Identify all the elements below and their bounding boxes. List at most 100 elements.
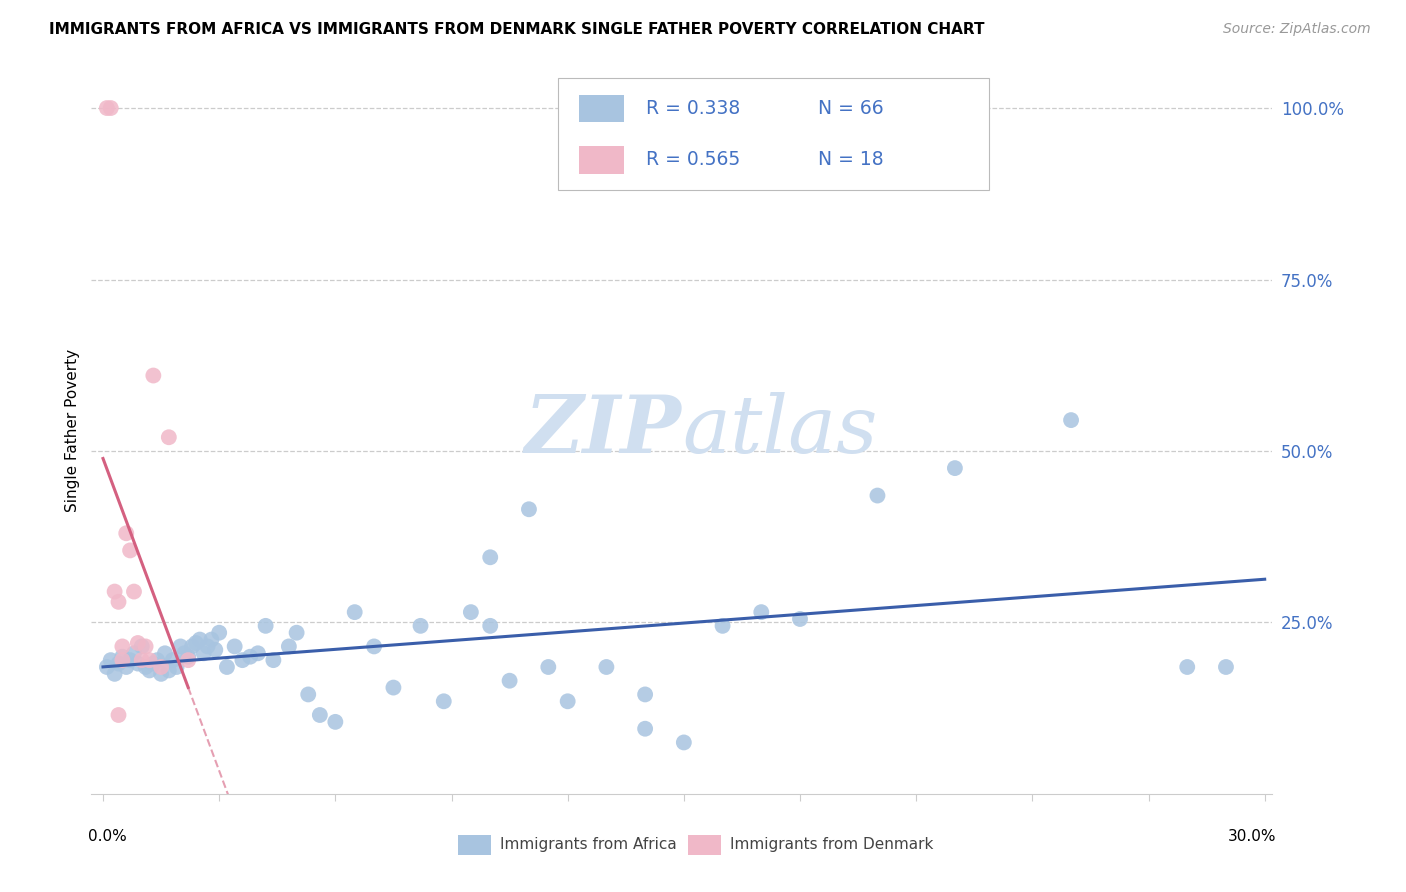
Text: N = 18: N = 18: [818, 151, 883, 169]
Point: [131, 653, 153, 667]
Text: 30.0%: 30.0%: [1227, 830, 1277, 844]
Point: [96, 660, 118, 674]
Point: [104, 666, 127, 681]
Point: [246, 646, 269, 660]
FancyBboxPatch shape: [457, 835, 491, 855]
Point: [239, 649, 262, 664]
Point: [188, 632, 211, 647]
Point: [711, 619, 734, 633]
Point: [382, 681, 405, 695]
Point: [142, 657, 165, 671]
Point: [107, 657, 129, 671]
Point: [262, 653, 284, 667]
Point: [135, 660, 157, 674]
Point: [115, 526, 138, 541]
Point: [150, 660, 173, 674]
Point: [193, 646, 215, 660]
Text: 0.0%: 0.0%: [87, 830, 127, 844]
Point: [325, 714, 347, 729]
Point: [1060, 413, 1083, 427]
Point: [162, 653, 184, 667]
Point: [177, 649, 200, 664]
Point: [138, 664, 160, 678]
Point: [479, 619, 502, 633]
Point: [634, 722, 657, 736]
Point: [181, 640, 204, 654]
Point: [749, 605, 772, 619]
Point: [96, 101, 118, 115]
Point: [146, 653, 169, 667]
FancyBboxPatch shape: [688, 835, 721, 855]
Point: [460, 605, 482, 619]
Point: [111, 640, 134, 654]
Point: [308, 708, 330, 723]
Point: [142, 368, 165, 383]
Text: Source: ZipAtlas.com: Source: ZipAtlas.com: [1223, 22, 1371, 37]
Text: Immigrants from Denmark: Immigrants from Denmark: [730, 838, 934, 852]
Point: [208, 625, 231, 640]
Point: [131, 640, 153, 654]
Point: [184, 636, 207, 650]
FancyBboxPatch shape: [579, 146, 624, 174]
Point: [127, 657, 149, 671]
Point: [557, 694, 579, 708]
Point: [177, 653, 200, 667]
Point: [285, 625, 308, 640]
Point: [169, 640, 191, 654]
Point: [111, 649, 134, 664]
Point: [100, 101, 122, 115]
Point: [115, 660, 138, 674]
Point: [297, 688, 319, 702]
Point: [343, 605, 366, 619]
Point: [100, 653, 122, 667]
Point: [157, 430, 180, 444]
Point: [157, 664, 180, 678]
Point: [254, 619, 277, 633]
Point: [1175, 660, 1198, 674]
Text: ZIP: ZIP: [524, 392, 682, 469]
Point: [595, 660, 617, 674]
Point: [107, 595, 129, 609]
Point: [215, 660, 238, 674]
Point: [672, 735, 695, 749]
Point: [866, 489, 889, 503]
Point: [224, 640, 246, 654]
Text: R = 0.338: R = 0.338: [647, 99, 741, 118]
Text: R = 0.565: R = 0.565: [647, 151, 741, 169]
Text: atlas: atlas: [682, 392, 877, 469]
Point: [120, 653, 142, 667]
Point: [107, 708, 129, 723]
Y-axis label: Single Father Poverty: Single Father Poverty: [65, 349, 80, 512]
Point: [120, 543, 142, 558]
Text: N = 66: N = 66: [818, 99, 883, 118]
Point: [363, 640, 385, 654]
Point: [104, 584, 127, 599]
Point: [231, 653, 253, 667]
Point: [1215, 660, 1237, 674]
Point: [479, 550, 502, 565]
Point: [789, 612, 811, 626]
Point: [498, 673, 520, 688]
Point: [111, 653, 134, 667]
Point: [200, 632, 222, 647]
Text: Immigrants from Africa: Immigrants from Africa: [501, 838, 676, 852]
Point: [634, 688, 657, 702]
FancyBboxPatch shape: [579, 95, 624, 122]
Point: [122, 584, 145, 599]
FancyBboxPatch shape: [558, 78, 988, 191]
Point: [409, 619, 432, 633]
Point: [127, 636, 149, 650]
Point: [135, 640, 157, 654]
Point: [122, 646, 145, 660]
Point: [204, 643, 226, 657]
Text: IMMIGRANTS FROM AFRICA VS IMMIGRANTS FROM DENMARK SINGLE FATHER POVERTY CORRELAT: IMMIGRANTS FROM AFRICA VS IMMIGRANTS FRO…: [49, 22, 984, 37]
Point: [138, 653, 160, 667]
Point: [173, 646, 195, 660]
Point: [197, 640, 219, 654]
Point: [943, 461, 966, 475]
Point: [537, 660, 560, 674]
Point: [150, 666, 173, 681]
Point: [277, 640, 299, 654]
Point: [153, 646, 176, 660]
Point: [166, 660, 188, 674]
